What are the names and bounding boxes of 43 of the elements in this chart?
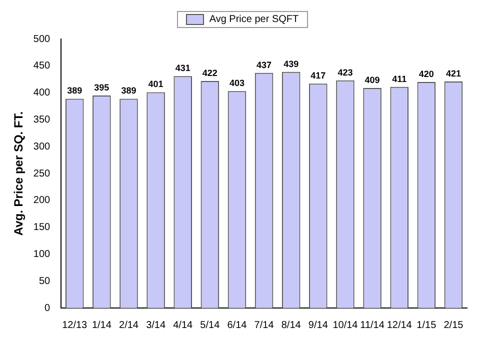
y-axis-title: Avg. Price per SQ. FT. (12, 111, 26, 236)
data-label: 411 (392, 74, 407, 84)
x-tick-label: 5/14 (200, 320, 220, 331)
y-tick-label: 250 (33, 168, 51, 180)
x-tick-label: 3/14 (146, 320, 166, 331)
data-label: 423 (338, 67, 353, 78)
y-tick-label: 500 (33, 34, 51, 45)
data-label: 420 (418, 69, 434, 80)
data-label: 417 (310, 70, 326, 81)
x-tick-label: 11/14 (360, 320, 385, 331)
data-label: 431 (175, 63, 190, 74)
x-tick-label: 9/14 (308, 320, 328, 331)
y-tick-label: 300 (33, 141, 51, 152)
data-label: 439 (284, 58, 299, 69)
x-tick-label: 2/14 (119, 320, 139, 331)
data-label: 403 (229, 78, 244, 88)
x-tick-label: 1/14 (92, 320, 112, 331)
y-tick-label: 450 (33, 60, 51, 72)
data-label: 422 (202, 68, 218, 78)
x-tick-label: 12/13 (62, 320, 88, 331)
x-tick-label: 8/14 (281, 320, 302, 331)
y-tick-label: 400 (33, 88, 51, 99)
y-tick-label: 50 (38, 276, 51, 287)
y-tick-label: 150 (33, 222, 51, 234)
x-tick-label: 4/14 (173, 320, 194, 331)
x-tick-label: 2/15 (444, 320, 464, 331)
data-label: 401 (148, 79, 164, 90)
y-tick-label: 0 (44, 302, 51, 314)
x-tick-label: 6/14 (227, 320, 248, 331)
data-label: 437 (256, 60, 272, 70)
x-tick-label: 10/14 (332, 320, 358, 331)
data-label: 389 (67, 86, 82, 96)
text: Avg Price per SQFT (209, 14, 299, 24)
data-label: 409 (364, 74, 380, 85)
y-tick-label: 100 (33, 248, 51, 260)
data-label: 421 (446, 68, 461, 78)
data-label: 389 (121, 86, 136, 96)
x-tick-label: 12/14 (386, 320, 412, 331)
y-tick-label: 200 (33, 195, 51, 206)
data-label: 395 (94, 82, 110, 92)
x-tick-label: 7/14 (254, 320, 274, 331)
y-tick-label: 350 (33, 114, 51, 126)
x-tick-label: 1/15 (416, 320, 437, 331)
